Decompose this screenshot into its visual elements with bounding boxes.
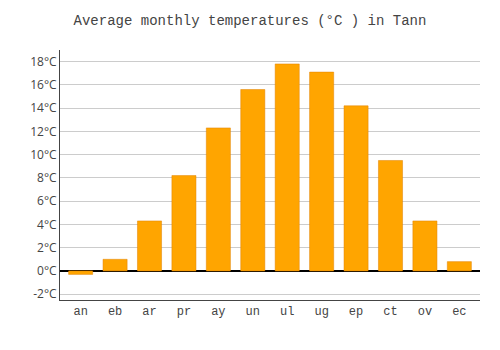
svg-text:ul: ul bbox=[280, 305, 294, 319]
svg-text:Average monthly temperatures (: Average monthly temperatures (°C ) in Ta… bbox=[74, 13, 427, 29]
svg-text:an: an bbox=[73, 305, 87, 319]
svg-text:12°C: 12°C bbox=[30, 123, 57, 140]
svg-text:-2°C: -2°C bbox=[33, 285, 57, 302]
svg-text:10°C: 10°C bbox=[30, 146, 57, 163]
svg-text:2°C: 2°C bbox=[37, 239, 57, 256]
svg-text:ep: ep bbox=[349, 305, 363, 319]
svg-text:0°C: 0°C bbox=[37, 262, 57, 279]
svg-text:ct: ct bbox=[383, 305, 397, 319]
svg-text:ec: ec bbox=[452, 305, 466, 319]
svg-text:4°C: 4°C bbox=[37, 216, 57, 233]
svg-text:16°C: 16°C bbox=[30, 76, 57, 93]
svg-text:8°C: 8°C bbox=[37, 169, 57, 186]
svg-text:un: un bbox=[246, 305, 260, 319]
svg-text:18°C: 18°C bbox=[30, 53, 57, 70]
svg-text:14°C: 14°C bbox=[30, 99, 57, 116]
svg-text:ug: ug bbox=[314, 305, 328, 319]
svg-text:eb: eb bbox=[108, 305, 122, 319]
svg-text:ay: ay bbox=[211, 305, 225, 319]
svg-text:ov: ov bbox=[418, 305, 432, 319]
svg-text:pr: pr bbox=[177, 305, 191, 319]
svg-text:6°C: 6°C bbox=[37, 192, 57, 209]
svg-text:ar: ar bbox=[142, 305, 156, 319]
